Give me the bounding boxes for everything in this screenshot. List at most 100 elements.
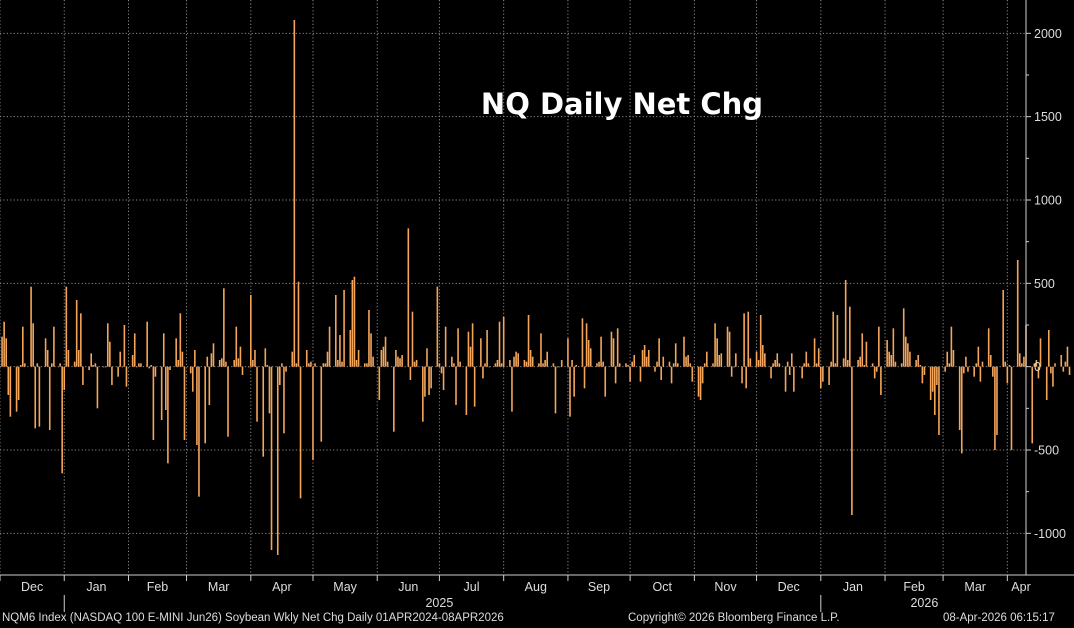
bar: [256, 366, 258, 422]
bar: [556, 366, 559, 368]
bar: [7, 366, 10, 395]
bar: [471, 323, 474, 367]
bar: [994, 366, 996, 450]
bar: [668, 361, 671, 367]
bar: [80, 313, 82, 367]
x-month-label: Nov: [714, 580, 737, 594]
bar: [368, 310, 370, 367]
bar: [252, 360, 254, 367]
bar: [967, 366, 969, 372]
bar: [189, 366, 192, 374]
bar: [281, 363, 283, 367]
bar: [310, 361, 312, 367]
bar: [266, 365, 269, 367]
bar: [1054, 363, 1056, 367]
bar: [691, 366, 694, 382]
bar: [828, 366, 830, 385]
x-month-label: Mar: [964, 580, 986, 594]
bar: [233, 360, 236, 367]
bar: [712, 363, 714, 367]
bar: [496, 360, 499, 367]
bar: [415, 360, 418, 367]
plot-background: [0, 0, 1074, 612]
bar: [706, 351, 708, 367]
footer-copyright: Copyright© 2026 Bloomberg Finance L.P.: [628, 612, 840, 624]
bar: [401, 355, 403, 367]
bar: [94, 363, 97, 367]
y-tick-label: -500: [1034, 444, 1059, 458]
bar: [656, 361, 658, 367]
bar: [397, 356, 399, 367]
bar: [764, 353, 766, 367]
bar: [276, 366, 279, 555]
bar: [822, 366, 824, 382]
bar: [511, 366, 513, 412]
bar: [674, 343, 677, 367]
bar: [909, 351, 911, 367]
bar: [844, 280, 847, 367]
bar: [53, 326, 55, 367]
bar: [339, 335, 341, 367]
bar: [625, 363, 627, 367]
bar: [687, 355, 689, 367]
bar: [614, 366, 617, 384]
bar: [469, 346, 472, 367]
bar: [465, 366, 468, 415]
bar: [552, 363, 555, 367]
bar: [146, 321, 148, 367]
bar: [299, 366, 302, 499]
bar: [34, 366, 37, 429]
bar: [936, 366, 938, 385]
bar: [703, 363, 706, 367]
bar: [849, 306, 851, 367]
bar: [989, 355, 992, 367]
bar: [160, 366, 163, 420]
bar: [210, 353, 213, 367]
bar: [194, 350, 196, 367]
bar: [689, 363, 692, 367]
bar: [830, 361, 832, 367]
bar: [726, 326, 729, 367]
bar: [697, 366, 700, 397]
bar: [612, 338, 615, 367]
bar: [223, 288, 225, 367]
bar: [482, 366, 484, 379]
bar: [334, 295, 337, 367]
bar: [633, 355, 636, 367]
bar: [453, 363, 455, 367]
bar: [799, 366, 801, 368]
bar: [975, 363, 978, 367]
bar: [38, 366, 41, 427]
bar: [1060, 355, 1063, 367]
bar: [720, 353, 723, 367]
bar: [67, 350, 70, 367]
bar: [546, 351, 548, 367]
bar: [152, 366, 155, 440]
bar: [892, 328, 895, 367]
bar: [643, 345, 646, 367]
bar: [1068, 366, 1071, 375]
bar: [343, 290, 345, 367]
bar: [106, 323, 109, 367]
bar: [150, 365, 153, 367]
bar: [88, 366, 90, 370]
bar: [515, 351, 517, 367]
bar: [254, 350, 256, 367]
bar: [393, 366, 395, 432]
bar: [527, 315, 530, 367]
bar: [140, 363, 142, 367]
bar: [5, 338, 8, 367]
grid-lines: [0, 0, 1026, 575]
bar: [322, 363, 325, 367]
bar: [279, 366, 281, 385]
bar: [1033, 363, 1036, 367]
bar: [851, 366, 853, 515]
bar: [136, 366, 138, 368]
bar: [422, 366, 424, 422]
bar: [1035, 360, 1038, 367]
bar: [111, 366, 113, 385]
bar: [324, 363, 327, 367]
bar: [283, 366, 285, 434]
bar: [90, 353, 92, 367]
bar: [364, 363, 366, 367]
